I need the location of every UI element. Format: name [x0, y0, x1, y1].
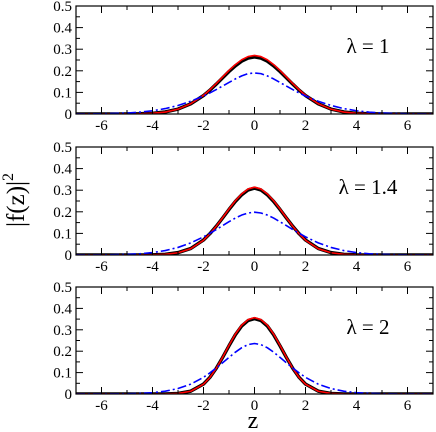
y-tick-label: 0: [65, 387, 73, 403]
series-line-2: [76, 316, 433, 394]
y-tick-label: 0.5: [53, 140, 72, 156]
y-tick-label: 0.4: [53, 301, 72, 317]
chart-panel-1: -6 -4 -2 0 2 4 6 0 0.1 0.2 0.3 0.4 0.5 λ = 1: [53, 0, 434, 134]
x-tick-label: -4: [146, 118, 159, 134]
y-tick-label: 0.2: [53, 205, 72, 221]
y-tick-label: 0.5: [53, 280, 72, 296]
x-tick-label: -6: [95, 259, 108, 275]
plot-frame: [75, 146, 434, 256]
x-tick-label: -2: [197, 398, 210, 414]
y-tick-label: 0.1: [53, 85, 72, 101]
series-group: [76, 54, 433, 114]
panel-label-lambda: λ = 2: [346, 315, 389, 339]
x-tick-label: 0: [251, 398, 259, 414]
y-tick-label: 0.4: [53, 21, 72, 37]
x-tick-label: 0: [251, 118, 259, 134]
x-tick-label: 6: [404, 398, 412, 414]
y-tick-label: 0.3: [53, 42, 72, 58]
series-line-1: [76, 55, 433, 114]
x-tick-label: 2: [302, 259, 310, 275]
y-tick-label: 0.2: [53, 64, 72, 80]
x-tick-label: 6: [404, 259, 412, 275]
x-tick-label: 0: [251, 259, 259, 275]
y-tick-label: 0: [65, 248, 73, 264]
plot-frame: [75, 5, 434, 115]
series-line-1: [76, 316, 433, 394]
x-tick-label: 4: [353, 398, 361, 414]
x-tick-label: 2: [302, 118, 310, 134]
y-tick-label: 0: [65, 107, 73, 123]
x-tick-label: 2: [302, 398, 310, 414]
x-tick-label: 4: [353, 118, 361, 134]
series-line-3: [76, 342, 433, 394]
x-tick-label: -2: [197, 118, 210, 134]
y-tick-label: 0.1: [53, 366, 72, 382]
x-tick-label: -6: [95, 118, 108, 134]
y-axis-label: |f(z)|2: [0, 173, 30, 227]
y-tick-label: 0.5: [53, 0, 72, 15]
x-tick-label: -4: [146, 259, 159, 275]
chart-panel-2: -6 -4 -2 0 2 4 6 0 0.1 0.2 0.3 0.4 0.5 λ = 1.4: [53, 140, 434, 275]
x-tick-label: 4: [353, 259, 361, 275]
x-tick-label: -2: [197, 259, 210, 275]
y-tick-label: 0.4: [53, 162, 72, 178]
y-axis-label-exponent: 2: [0, 173, 17, 181]
x-tick-label: 6: [404, 118, 412, 134]
x-tick-label: -4: [146, 398, 159, 414]
y-tick-label: 0.3: [53, 183, 72, 199]
y-tick-label: 0.3: [53, 323, 72, 339]
plot-frame: [75, 286, 434, 395]
series-line-2: [76, 54, 433, 114]
x-axis-label: z: [248, 408, 259, 432]
y-axis-label-main: |f(z)|: [3, 181, 30, 227]
y-tick-label: 0.1: [53, 226, 72, 242]
x-tick-label: -6: [95, 398, 108, 414]
panel-label-lambda: λ = 1.4: [339, 175, 398, 199]
y-tick-label: 0.2: [53, 344, 72, 360]
chart-panel-3: -6 -4 -2 0 2 4 6 0 0.1 0.2 0.3 0.4 0.5 λ = 2: [53, 280, 434, 414]
panel-label-lambda: λ = 1: [346, 34, 389, 58]
